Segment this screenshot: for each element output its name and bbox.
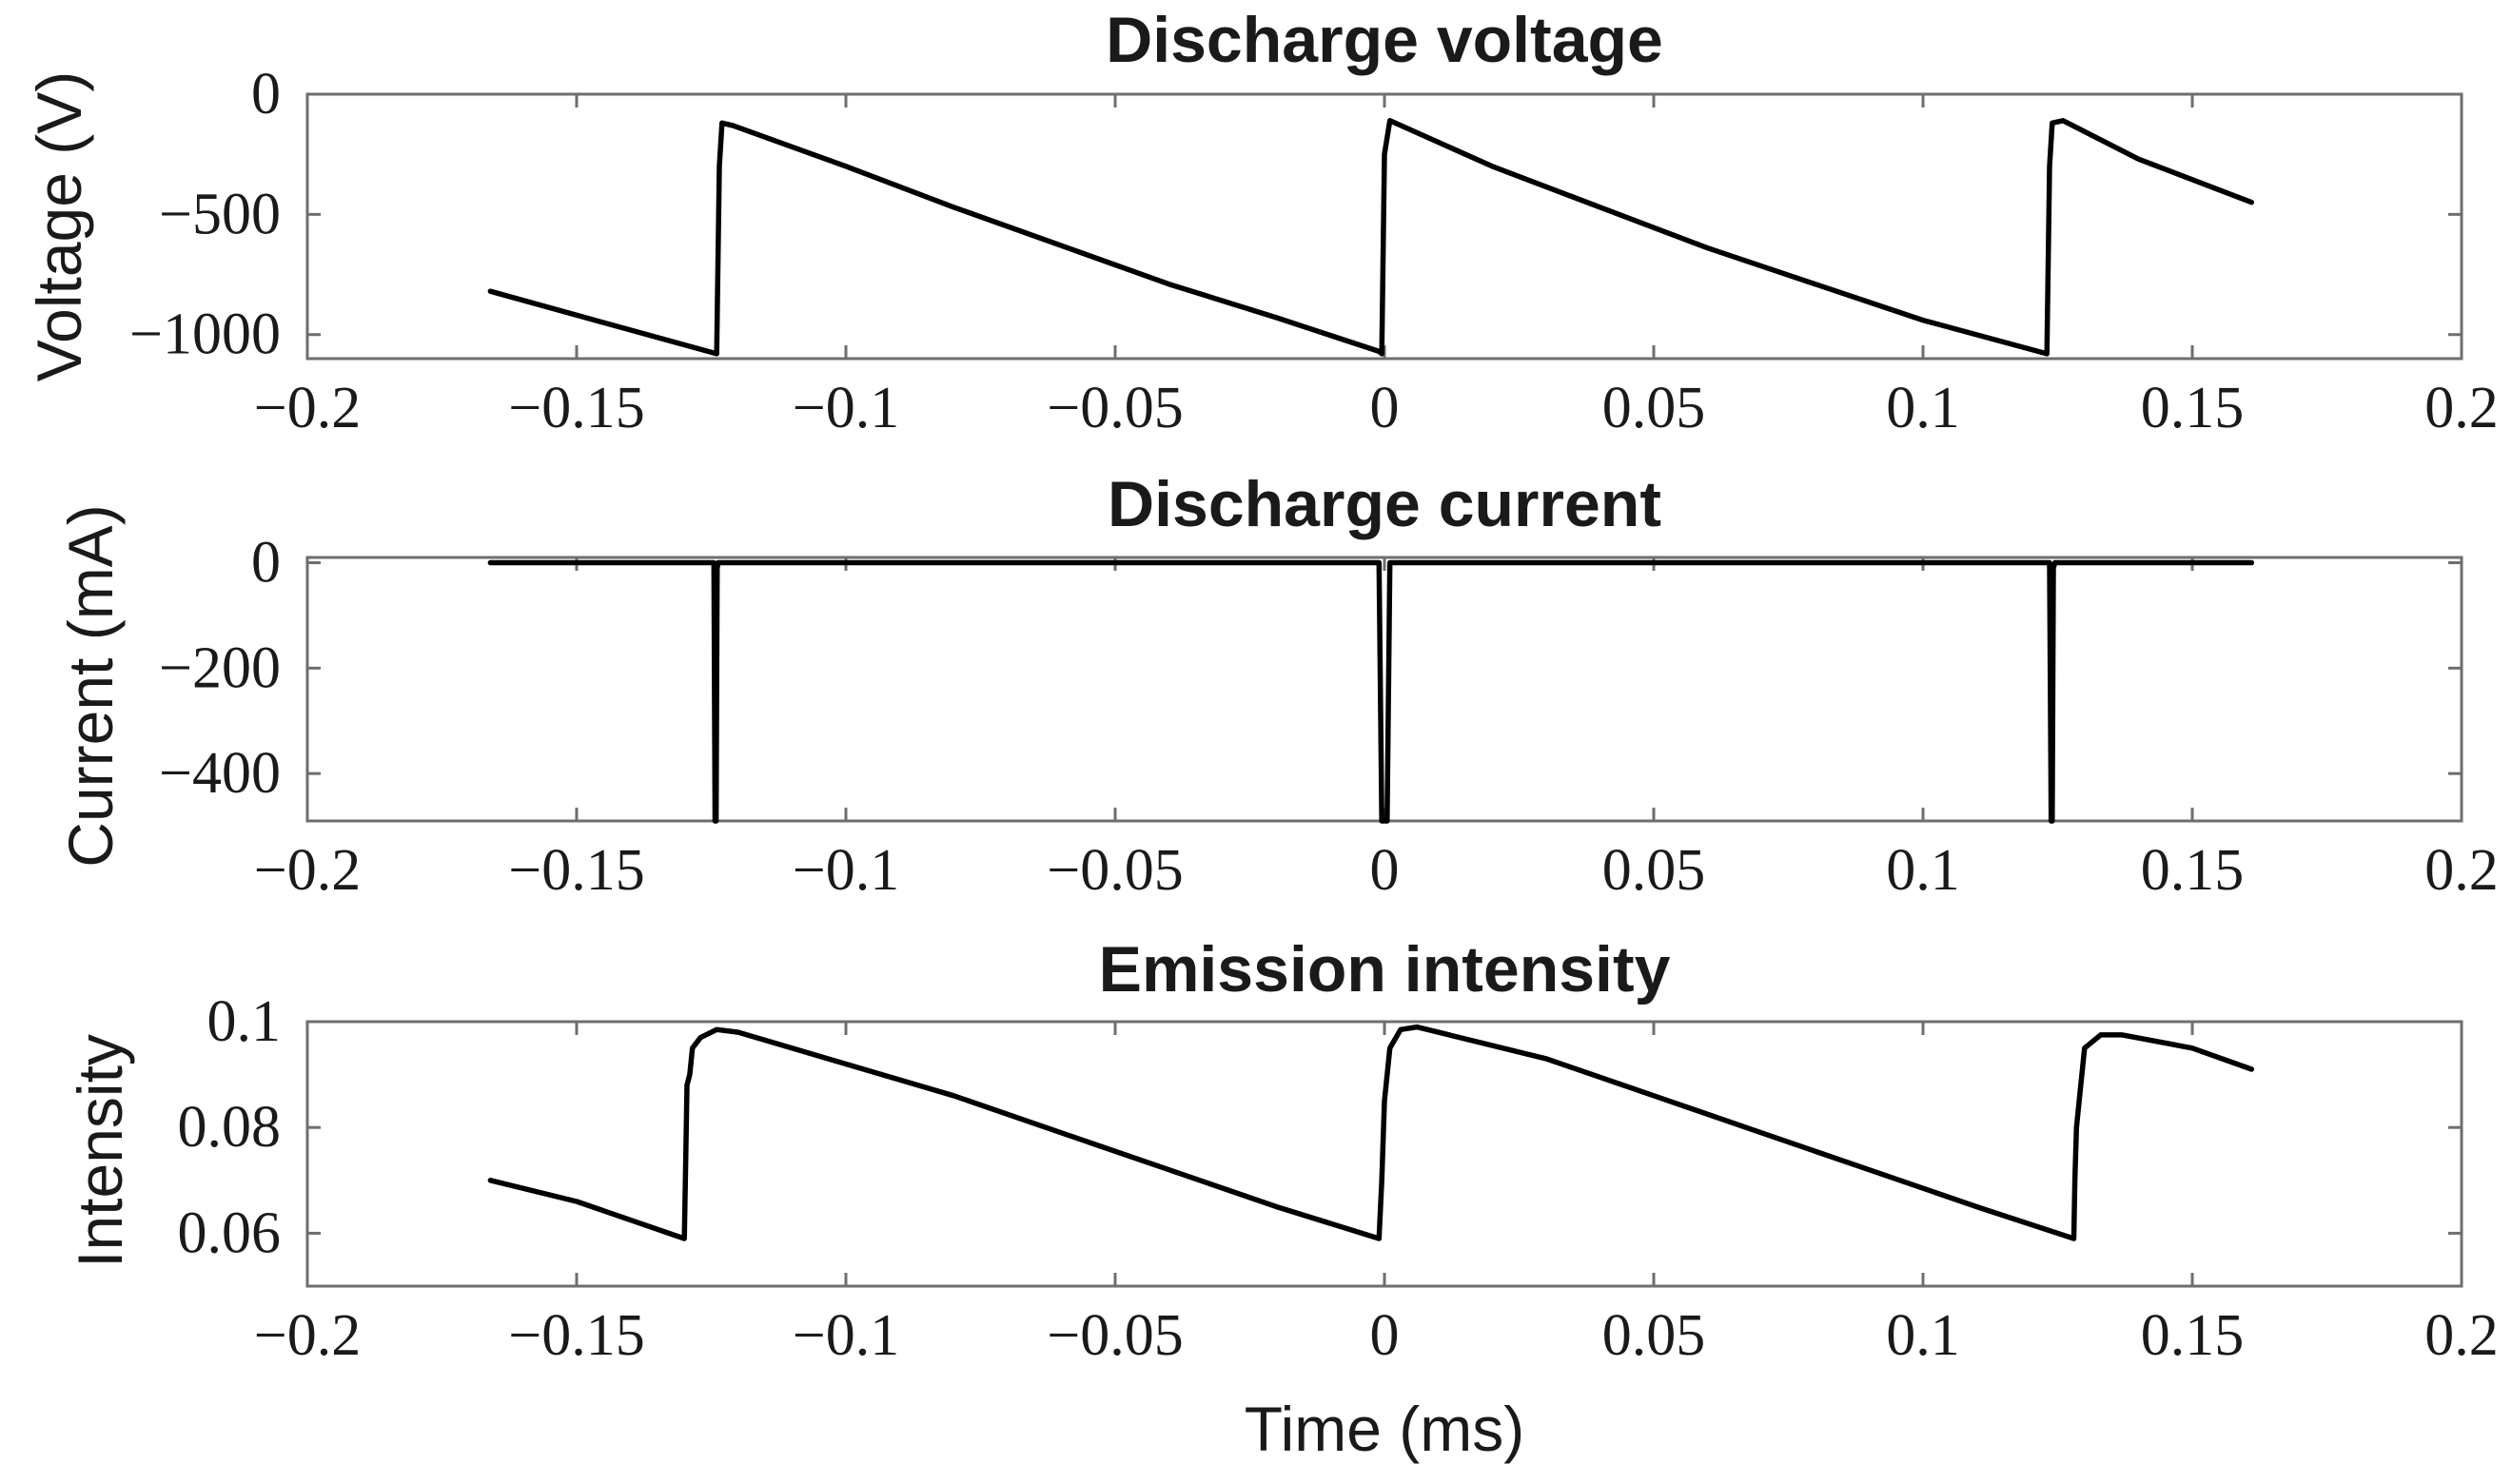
voltage-x-tick-label: 0.1: [1886, 376, 1960, 440]
voltage-tick-group: −0.2 −0.15 −0.1 −0.05 0 0.05 0.1 0.15 0.2 0 −500 −1…: [129, 62, 2499, 440]
current-x-tick-label: −0.1: [793, 838, 899, 903]
intensity-x-tick-label: 0.2: [2424, 1303, 2499, 1368]
current-x-tick-label: 0.1: [1886, 838, 1960, 903]
voltage-x-tick-label: 0.15: [2141, 376, 2245, 440]
voltage-x-tick-label: −0.15: [508, 376, 644, 440]
intensity-x-tick-label: 0: [1370, 1303, 1400, 1368]
current-tick-group: −0.2 −0.15 −0.1 −0.05 0 0.05 0.1 0.15 0.2 0 −200 −4…: [159, 531, 2499, 903]
voltage-x-tick-label: 0.2: [2424, 376, 2499, 440]
intensity-panel: Emission intensity Intensity −0.2 −0.15 −0…: [65, 933, 2499, 1368]
current-x-tick-label: −0.2: [254, 838, 361, 903]
intensity-x-tick-label: −0.1: [793, 1303, 899, 1368]
current-x-tick-label: 0: [1370, 838, 1400, 903]
current-series-line: [487, 559, 2255, 824]
current-panel-title: Discharge current: [1108, 468, 1661, 540]
intensity-tick-group: −0.2 −0.15 −0.1 −0.05 0 0.05 0.1 0.15 0.2 0.1 0.08…: [178, 989, 2499, 1368]
x-axis-label: Time (ms): [1245, 1394, 1525, 1464]
intensity-y-axis-label: Intensity: [65, 1034, 135, 1268]
voltage-x-tick-label: 0: [1370, 376, 1400, 440]
current-y-tick-label: −400: [159, 741, 281, 806]
voltage-panel-title: Discharge voltage: [1106, 4, 1663, 76]
intensity-y-tick-label: 0.1: [207, 989, 282, 1054]
intensity-x-tick-label: 0.1: [1886, 1303, 1960, 1368]
current-y-tick-label: 0: [251, 531, 281, 596]
current-x-tick-label: −0.05: [1047, 838, 1183, 903]
voltage-x-tick-label: −0.05: [1047, 376, 1183, 440]
current-plot-area: [305, 556, 2463, 823]
voltage-x-tick-label: −0.1: [793, 376, 899, 440]
intensity-panel-title: Emission intensity: [1099, 933, 1671, 1006]
intensity-series-line: [487, 1024, 2255, 1241]
current-x-tick-label: 0.15: [2141, 838, 2245, 903]
intensity-x-tick-label: 0.15: [2141, 1303, 2245, 1368]
intensity-x-tick-label: −0.15: [508, 1303, 644, 1368]
voltage-panel: Discharge voltage Voltage (V) −0.2 −0.15−…: [24, 4, 2499, 440]
voltage-series-line: [487, 118, 2255, 357]
voltage-y-axis-label: Voltage (V): [24, 71, 94, 382]
intensity-x-tick-label: 0.05: [1602, 1303, 1706, 1368]
voltage-y-tick-label: −1000: [129, 303, 281, 367]
current-x-tick-label: 0.05: [1602, 838, 1706, 903]
current-y-axis-label: Current (mA): [55, 504, 126, 867]
intensity-y-tick-label: 0.08: [178, 1095, 282, 1160]
intensity-x-tick-label: −0.2: [254, 1303, 361, 1368]
intensity-y-tick-label: 0.06: [178, 1201, 282, 1265]
current-panel: Discharge current Current (mA) −0.2 −0.15…: [55, 468, 2499, 903]
current-y-tick-label: −200: [159, 635, 281, 700]
current-x-tick-label: −0.15: [508, 838, 644, 903]
intensity-x-tick-label: −0.05: [1047, 1303, 1183, 1368]
voltage-y-tick-label: 0: [251, 62, 281, 127]
voltage-x-tick-label: 0.05: [1602, 376, 1706, 440]
voltage-x-tick-label: −0.2: [254, 376, 361, 440]
voltage-y-tick-label: −500: [159, 182, 281, 246]
current-x-tick-label: 0.2: [2424, 838, 2499, 903]
